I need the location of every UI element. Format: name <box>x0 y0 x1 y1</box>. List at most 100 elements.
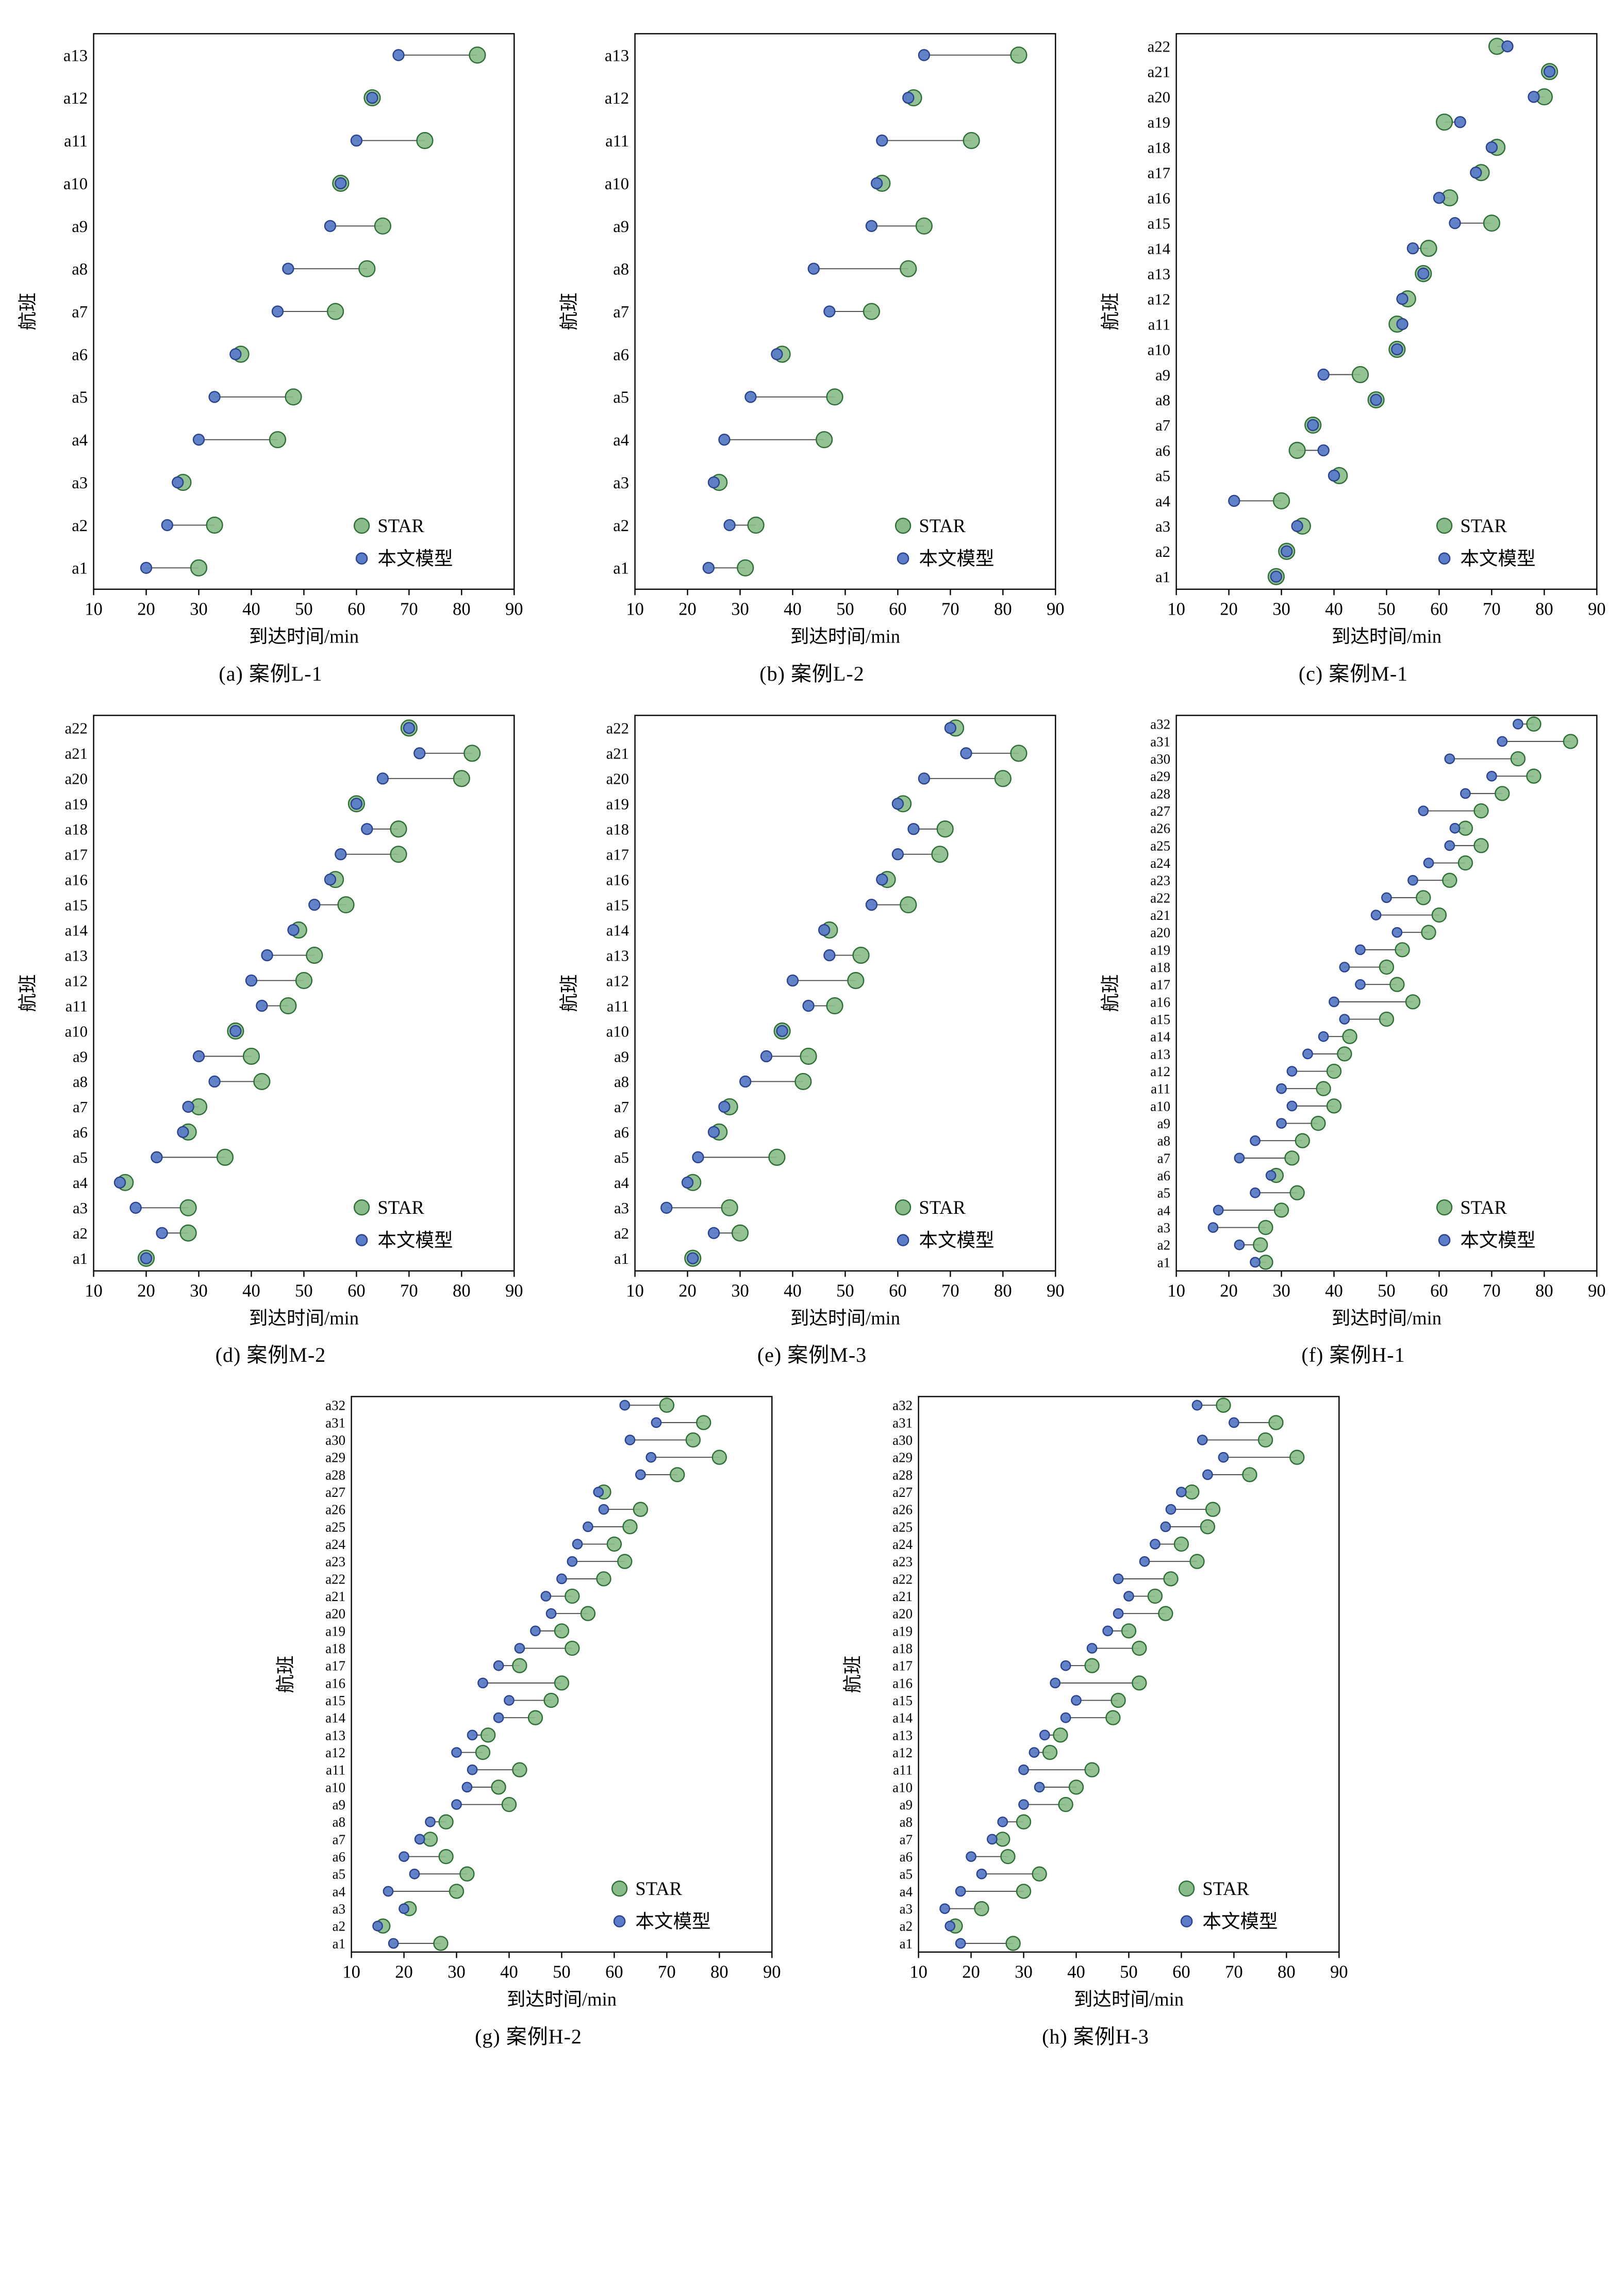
star-dot <box>1010 744 1028 762</box>
y-tick-label: a30 <box>892 1432 913 1448</box>
legend-star-dot <box>1178 1881 1195 1897</box>
model-dot <box>177 1126 189 1138</box>
y-tick-label: a5 <box>333 1867 345 1882</box>
y-tick-label: a31 <box>892 1415 913 1431</box>
star-dot <box>1457 820 1473 836</box>
star-dot <box>633 1502 649 1518</box>
y-tick-label: a8 <box>1155 391 1170 409</box>
model-dot <box>129 1201 142 1214</box>
y-tick-label: a13 <box>605 46 629 65</box>
model-dot <box>461 1782 473 1793</box>
y-tick-label: a27 <box>892 1485 913 1500</box>
star-dot <box>438 1849 454 1865</box>
legend-star-label: STAR <box>377 1197 424 1218</box>
star-dot <box>1272 492 1290 509</box>
star-dot <box>554 1623 570 1639</box>
model-dot <box>1355 944 1366 955</box>
model-dot <box>1501 40 1514 53</box>
y-tick-label: a21 <box>1148 63 1170 81</box>
star-dot <box>1473 803 1489 818</box>
star-dot <box>453 769 470 787</box>
model-dot <box>1276 1117 1287 1129</box>
y-tick-label: a2 <box>333 1919 345 1934</box>
y-axis-label: 航班 <box>17 292 38 330</box>
model-dot <box>624 1435 636 1446</box>
y-tick-label: a14 <box>606 921 629 939</box>
model-dot <box>635 1469 646 1480</box>
model-dot <box>1039 1729 1050 1741</box>
model-dot <box>583 1521 593 1532</box>
y-tick-label: a10 <box>892 1780 913 1795</box>
star-dot <box>1158 1606 1173 1622</box>
x-tick-label: 10 <box>85 1281 103 1300</box>
model-dot <box>1050 1677 1061 1689</box>
model-dot <box>383 1886 394 1897</box>
x-tick-label: 20 <box>1220 1281 1238 1300</box>
star-dot <box>390 820 407 838</box>
y-tick-label: a22 <box>892 1572 913 1587</box>
figure-page: 10 20 30 40 50 60 70 80 90 a1 a2 a3 a4 a5 a6 a7 a8 a9 a10 a… <box>17 33 1606 2048</box>
model-dot <box>960 747 972 760</box>
y-tick-label: a1 <box>1157 1255 1170 1270</box>
model-dot <box>986 1834 998 1845</box>
star-dot <box>617 1554 633 1570</box>
y-tick-label: a9 <box>333 1797 345 1812</box>
y-tick-label: a13 <box>1148 265 1170 283</box>
model-dot <box>891 797 904 810</box>
y-tick-label: a2 <box>613 517 629 535</box>
model-dot <box>1150 1539 1161 1550</box>
y-tick-label: a4 <box>1157 1202 1171 1218</box>
y-tick-label: a2 <box>1157 1237 1170 1252</box>
x-tick-label: 40 <box>784 1281 802 1300</box>
y-tick-label: a4 <box>614 1174 629 1192</box>
y-tick-label: a20 <box>65 770 88 787</box>
star-dot <box>1005 1936 1021 1951</box>
model-dot <box>1543 65 1556 78</box>
star-dot <box>253 1073 271 1090</box>
y-tick-label: a17 <box>606 846 629 863</box>
y-tick-label: a23 <box>892 1554 913 1570</box>
y-tick-label: a6 <box>900 1849 913 1865</box>
model-dot <box>718 1100 731 1113</box>
x-tick-label: 80 <box>994 600 1012 619</box>
y-tick-label: a12 <box>605 89 629 108</box>
chart-plot-M3: 10 20 30 40 50 60 70 80 90 a1 a2 a3 a4 a5 a6 a7 a8 a9 a10 a… <box>552 707 1072 1337</box>
model-dot <box>172 476 184 489</box>
y-tick-label: a7 <box>1155 417 1170 434</box>
x-tick-label: 50 <box>295 600 313 619</box>
x-tick-label: 70 <box>658 1963 676 1982</box>
star-dot <box>696 1415 711 1430</box>
model-dot <box>1370 393 1382 406</box>
y-tick-label: a4 <box>1155 492 1170 510</box>
y-tick-label: a24 <box>1150 855 1170 871</box>
model-dot <box>1433 192 1446 204</box>
model-dot <box>865 220 878 232</box>
y-tick-label: a6 <box>1157 1168 1170 1183</box>
x-tick-label: 50 <box>553 1963 571 1982</box>
y-tick-label: a15 <box>325 1693 345 1708</box>
star-dot <box>1147 1589 1163 1604</box>
model-dot <box>1234 1239 1245 1250</box>
y-tick-label: a5 <box>72 388 88 407</box>
y-tick-label: a9 <box>1155 366 1170 384</box>
model-dot <box>1291 520 1303 532</box>
star-dot <box>731 1224 749 1242</box>
model-dot <box>324 873 337 886</box>
star-dot <box>1510 751 1526 766</box>
y-tick-label: a8 <box>613 260 629 279</box>
star-dot <box>1173 1537 1189 1552</box>
y-tick-label: a3 <box>72 474 88 492</box>
star-dot <box>1216 1397 1231 1413</box>
star-dot <box>512 1762 527 1778</box>
y-tick-label: a29 <box>892 1450 913 1465</box>
x-tick-label: 60 <box>889 600 907 619</box>
y-tick-label: a1 <box>1155 568 1170 586</box>
x-axis-label: 到达时间/min <box>1332 626 1441 647</box>
star-dot <box>1111 1693 1126 1708</box>
model-dot <box>1486 770 1497 782</box>
model-dot <box>1086 1643 1098 1654</box>
y-tick-label: a19 <box>892 1624 913 1639</box>
legend-star-dot <box>353 517 370 534</box>
y-tick-label: a17 <box>892 1658 913 1674</box>
y-tick-label: a8 <box>614 1073 629 1091</box>
